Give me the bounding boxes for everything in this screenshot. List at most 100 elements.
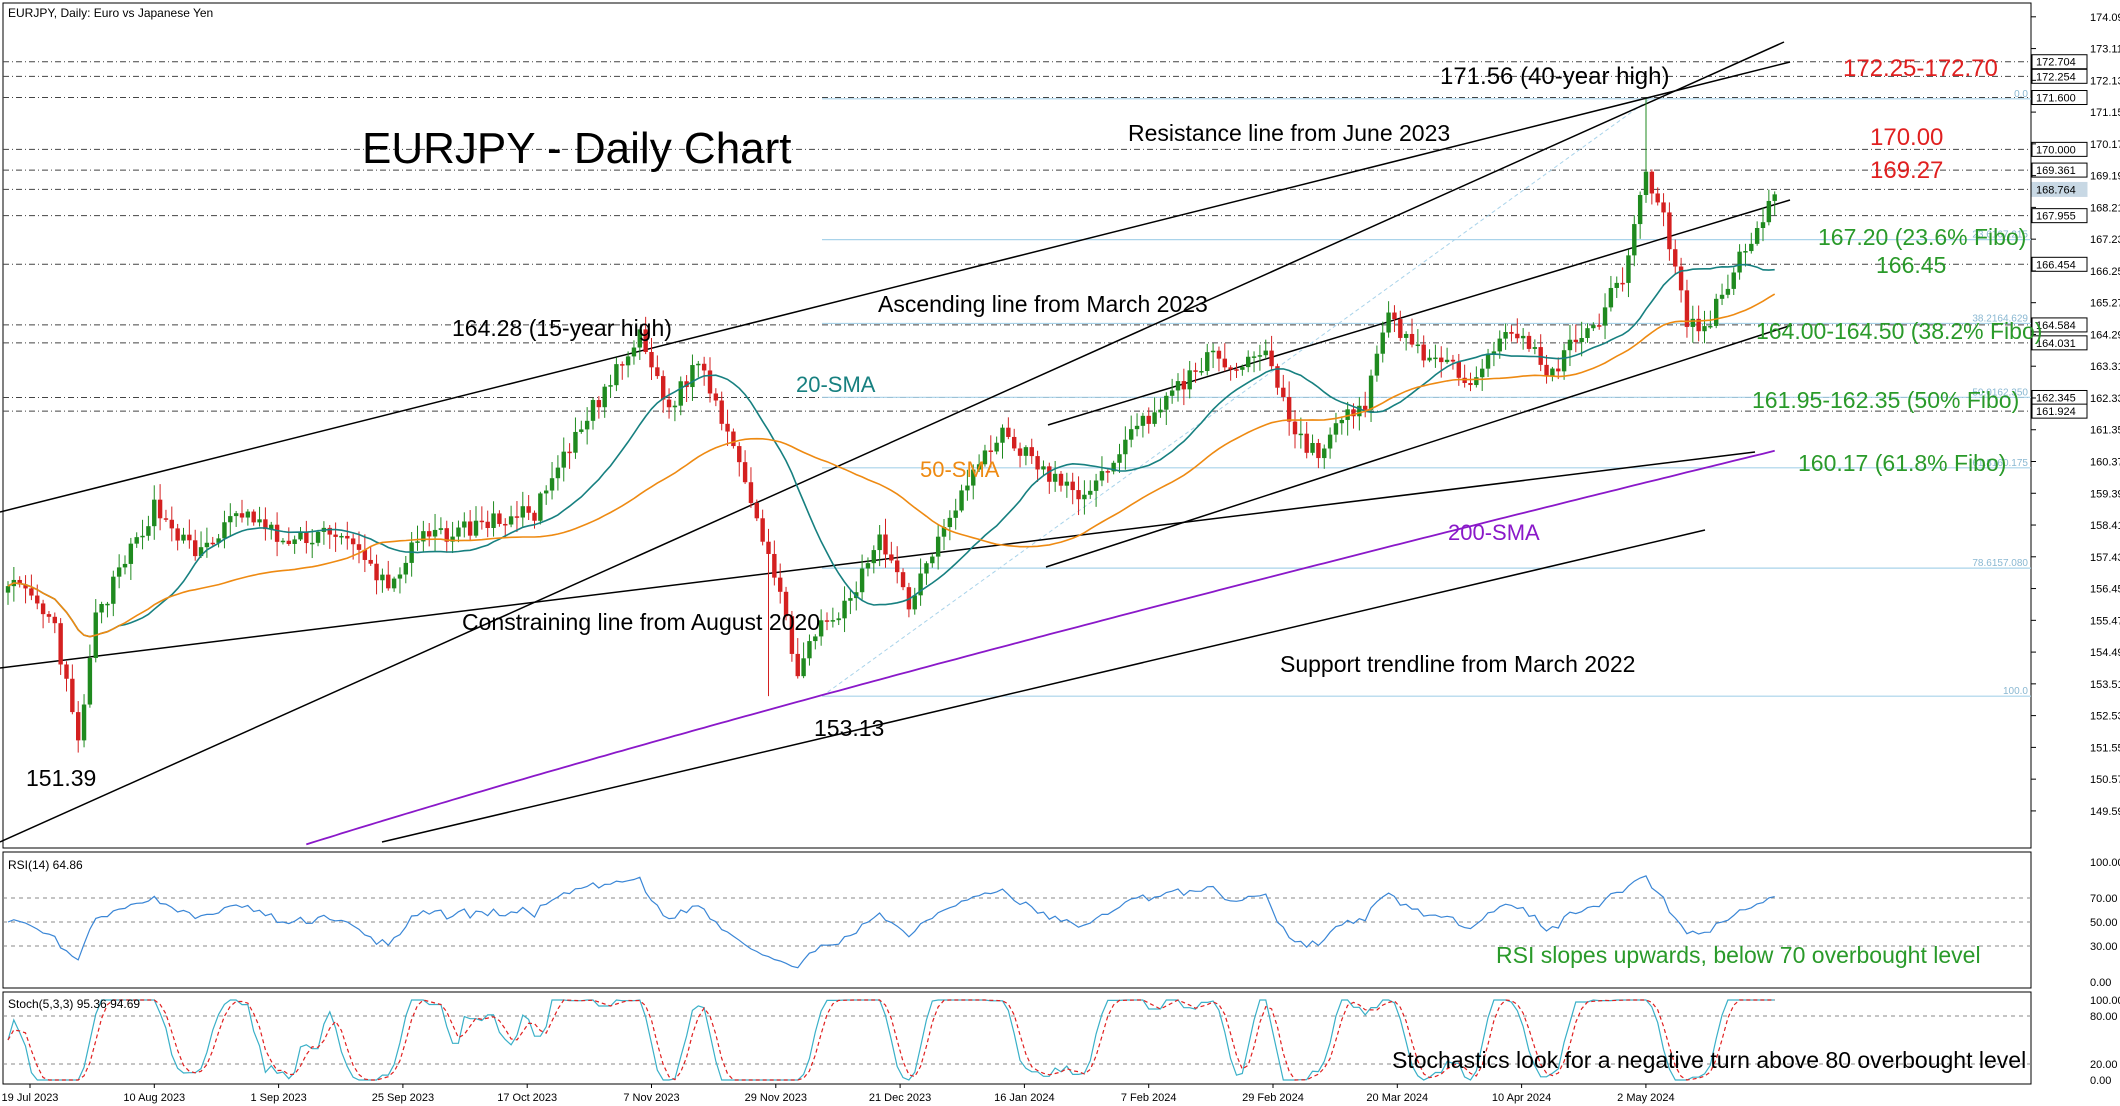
level-tag: 169.361	[2036, 165, 2076, 177]
annotation-170: 170.00	[1870, 124, 1943, 151]
candle-body	[1450, 359, 1456, 362]
y-tick-label: 168.210	[2090, 202, 2120, 214]
candle-body	[1737, 251, 1742, 273]
candle-body	[1626, 255, 1631, 283]
candle-body	[1228, 367, 1233, 370]
candle-body	[1052, 473, 1058, 482]
candle-body	[29, 588, 34, 596]
candle-body	[713, 393, 719, 401]
candle-body	[64, 664, 69, 679]
stoch-tick-label: 20.00	[2090, 1059, 2118, 1071]
candle-body	[58, 623, 63, 665]
candle-body	[883, 534, 888, 555]
candle-body	[1205, 352, 1210, 372]
candle-body	[105, 603, 110, 606]
resistance-line-june	[0, 61, 1791, 513]
candle-body	[274, 524, 280, 542]
candle-body	[345, 535, 350, 539]
candle-body	[655, 367, 660, 377]
candle-body	[473, 520, 479, 536]
candle-body	[930, 556, 935, 564]
x-tick-label: 1 Sep 2023	[250, 1092, 306, 1104]
candle-body	[795, 653, 800, 677]
candle-body	[5, 586, 11, 593]
candle-body	[696, 363, 701, 366]
candle-body	[1468, 383, 1473, 386]
candle-body	[1234, 369, 1239, 371]
level-tag-box	[2031, 90, 2088, 106]
candle-body	[895, 560, 900, 573]
candle-body	[561, 451, 566, 468]
level-tag-box	[2031, 208, 2088, 224]
candle-body	[462, 521, 467, 528]
candle-body	[216, 538, 221, 543]
candle-body	[1281, 387, 1286, 398]
candle-body	[210, 542, 215, 545]
candle-body	[397, 574, 403, 579]
candle-body	[830, 620, 836, 622]
candle-body	[1415, 344, 1421, 347]
candle-body	[1140, 415, 1146, 426]
candle-body	[1684, 290, 1690, 327]
candle-body	[889, 554, 894, 561]
candle-body	[859, 568, 865, 593]
rsi-pane	[2, 851, 2032, 989]
y-tick-label: 157.430	[2090, 552, 2120, 564]
candle-body	[421, 531, 426, 542]
candle-body	[245, 511, 251, 518]
candle-body	[1339, 419, 1344, 424]
rsi-tick-label: 0.00	[2090, 977, 2111, 989]
candle-body	[842, 600, 847, 619]
candle-body	[871, 550, 876, 564]
candle-body	[1515, 333, 1520, 339]
level-tag-box	[2031, 162, 2088, 178]
candle-body	[1520, 335, 1526, 339]
y-tick-label: 156.450	[2090, 584, 2120, 596]
candle-body	[140, 535, 145, 538]
candle-body	[1070, 481, 1075, 491]
candle-body	[1632, 224, 1637, 256]
annotation-low-153: 153.13	[814, 715, 884, 741]
candle-body	[450, 536, 455, 542]
candle-body	[81, 704, 87, 741]
candle-body	[1690, 318, 1695, 327]
candle-body	[719, 400, 724, 424]
y-tick-label: 161.350	[2090, 425, 2120, 437]
level-tag-box	[2031, 181, 2088, 197]
candle-body	[661, 376, 666, 400]
candle-body	[298, 531, 303, 540]
stoch-k-line	[7, 999, 1775, 1081]
y-tick-label: 165.270	[2090, 298, 2120, 310]
candle-body	[526, 506, 531, 513]
candle-body	[1421, 344, 1426, 361]
candle-body	[602, 386, 607, 408]
candle-body	[1286, 397, 1292, 422]
candle-body	[994, 442, 999, 452]
annotation-resistance-zone: 172.25-172.70	[1843, 55, 1998, 82]
candle-body	[1041, 466, 1046, 470]
candle-body	[1655, 193, 1660, 203]
candle-body	[579, 429, 584, 432]
y-tick-label: 172.130	[2090, 75, 2120, 87]
candle-body	[783, 591, 789, 617]
candle-body	[807, 641, 812, 659]
constraining-line	[0, 451, 1756, 669]
candle-body	[690, 365, 695, 388]
candle-body	[1316, 442, 1321, 459]
candle-body	[1134, 425, 1140, 430]
candle-body	[1637, 194, 1643, 225]
candle-body	[280, 540, 286, 543]
level-tag-box	[2031, 256, 2088, 272]
annotation-fib-382: 164.00-164.50 (38.2% Fibo)	[1756, 318, 2042, 344]
candle-body	[438, 528, 444, 530]
candle-body	[1099, 471, 1105, 481]
candle-body	[1573, 339, 1578, 343]
candle-body	[772, 553, 777, 578]
x-tick-label: 19 Jul 2023	[2, 1092, 59, 1104]
candle-body	[391, 578, 397, 589]
candle-body	[263, 519, 268, 530]
candle-body	[818, 620, 824, 637]
candle-body	[1117, 454, 1122, 463]
candle-body	[1597, 325, 1602, 327]
